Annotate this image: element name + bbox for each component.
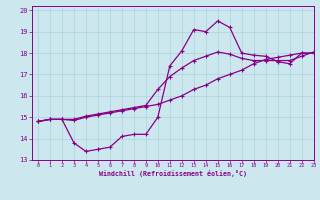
X-axis label: Windchill (Refroidissement éolien,°C): Windchill (Refroidissement éolien,°C) — [99, 170, 247, 177]
